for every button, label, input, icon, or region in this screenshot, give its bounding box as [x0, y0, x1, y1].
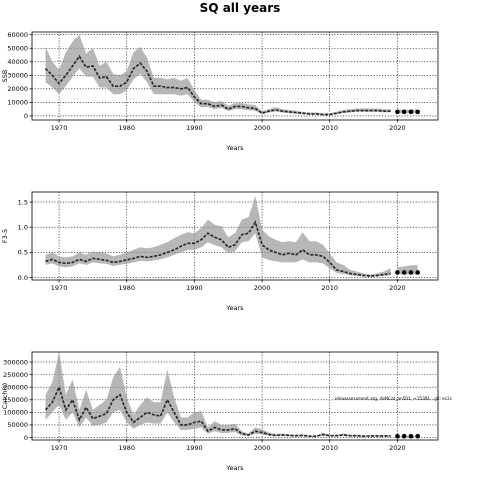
x-tick-label: 1980: [118, 444, 135, 452]
x-tick-label: 1990: [186, 284, 203, 292]
y-tick-label: 200000: [3, 384, 28, 392]
axes-frame: [31, 351, 439, 441]
x-tick-label: 1970: [51, 124, 68, 132]
confidence-band: [45, 34, 391, 116]
confidence-band: [45, 196, 391, 277]
x-tick-label: 1970: [51, 444, 68, 452]
y-tick-label: 0: [24, 434, 28, 442]
x-tick-label: 2010: [321, 284, 338, 292]
x-tick-label: 2020: [389, 124, 406, 132]
median-line: [44, 384, 391, 438]
x-tick-label: 2000: [254, 124, 271, 132]
x-axis-label: Years: [225, 304, 244, 312]
projection-point: [408, 270, 414, 275]
y-tick-label: 1.5: [18, 198, 28, 206]
y-tick-label: 150000: [3, 396, 28, 404]
x-tick-label: 2020: [389, 444, 406, 452]
y-tick-label: 1.0: [18, 224, 28, 232]
x-tick-label: 1970: [51, 284, 68, 292]
x-axis-label: Years: [225, 464, 244, 472]
y-tick-label: 50000: [7, 421, 28, 429]
projection-point: [395, 109, 400, 115]
confidence-band: [45, 352, 391, 437]
y-tick-label: 40000: [7, 58, 28, 66]
panel-1: 1970 1980 1990 2000 2010 2020 0 10000 20000 30000…: [1, 31, 439, 152]
panel-2: 1970 1980 1990 2000 2010 2020 0.0 0.5 1.0 1.5 Year…: [1, 191, 439, 312]
projection-point: [415, 270, 421, 275]
y-tick-label: 0.0: [18, 274, 28, 282]
y-tick-label: 300000: [3, 358, 28, 366]
y-tick-label: 50000: [7, 45, 28, 53]
projection-point: [395, 270, 400, 275]
figure-title: SQ all years: [200, 1, 281, 15]
y-axis-label: Catch(t): [1, 383, 9, 409]
axes-frame: [31, 191, 439, 281]
median-line: [45, 220, 391, 277]
x-tick-label: 2000: [254, 284, 271, 292]
projection-point: [401, 109, 407, 115]
projection-band: [397, 109, 418, 114]
x-tick-label: 2000: [254, 444, 271, 452]
projection-point: [401, 270, 407, 275]
projection-point: [415, 433, 421, 439]
projection-point: [395, 433, 400, 439]
x-tick-label: 2010: [321, 124, 338, 132]
projection-point: [401, 433, 407, 439]
y-axis-label: F3-5: [1, 229, 9, 243]
x-tick-label: 2010: [321, 444, 338, 452]
axes-frame: [31, 31, 439, 121]
projection-point: [408, 109, 414, 115]
x-tick-label: 1980: [118, 124, 135, 132]
y-tick-label: 100000: [3, 409, 28, 417]
y-tick-label: 250000: [3, 371, 28, 379]
y-tick-label: 60000: [7, 31, 28, 39]
y-tick-label: 20000: [7, 85, 28, 93]
x-tick-label: 1990: [186, 124, 203, 132]
x-tick-label: 1990: [186, 444, 203, 452]
y-tick-label: 10000: [7, 99, 28, 107]
projection-point: [415, 109, 421, 115]
x-tick-label: 1980: [118, 284, 135, 292]
y-tick-label: 0: [24, 112, 28, 120]
projection-point: [408, 433, 414, 439]
x-axis-label: Years: [225, 144, 244, 152]
annotation-text: ideaassessment.arg, iteNCat_an501, +1539…: [335, 396, 453, 401]
y-axis-label: SSB: [1, 70, 9, 83]
panel-3: 1970 1980 1990 2000 2010 2020 0 50000 100000 1500…: [1, 351, 453, 472]
projection-band: [397, 435, 418, 437]
median-line: [44, 54, 391, 116]
y-tick-label: 30000: [7, 72, 28, 80]
y-tick-label: 0.5: [18, 249, 28, 257]
x-tick-label: 2020: [389, 284, 406, 292]
